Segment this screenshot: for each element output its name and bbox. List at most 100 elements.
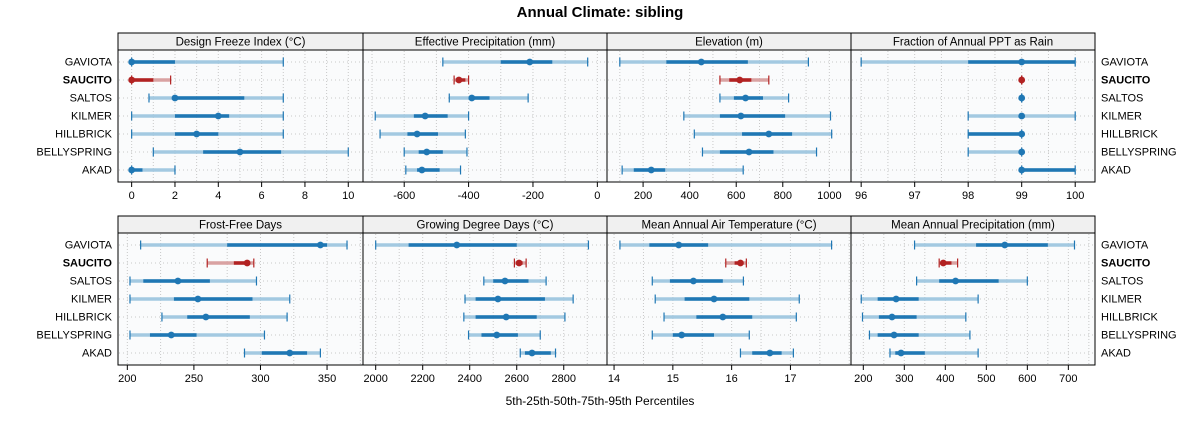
station-label-right-bellyspring: BELLYSPRING	[1101, 147, 1177, 159]
axis-tick-label: 1000	[817, 190, 841, 202]
station-label-left-bellyspring: BELLYSPRING	[36, 330, 112, 342]
percentile-bar	[868, 330, 971, 340]
gridlines	[131, 51, 349, 181]
station-label-left-saucito: SAUCITO	[63, 75, 113, 87]
median-dot	[710, 295, 718, 303]
median-dot	[736, 76, 744, 84]
percentile-bar	[967, 147, 1026, 157]
axis-tick-label: 400	[680, 190, 698, 202]
station-label-left-akad: AKAD	[82, 348, 112, 360]
axis-tick-label: 400	[936, 373, 954, 385]
percentile-bar	[619, 57, 809, 67]
axis-tick-label: 2800	[552, 373, 576, 385]
percentile-bar	[651, 330, 750, 340]
panel-growing-degree-days-c: Growing Degree Days (°C) 2000 2200 2400 2600…	[362, 215, 608, 385]
x-axis: 200 300 400 500 600 700	[854, 365, 1078, 385]
percentile-bar	[403, 147, 468, 157]
percentile-bar	[243, 348, 321, 358]
median-dot	[501, 277, 509, 285]
gridlines	[619, 51, 830, 181]
station-label-left-kilmer: KILMER	[71, 111, 112, 123]
median-dot	[316, 241, 324, 249]
percentile-bar	[463, 312, 566, 322]
percentile-bar	[693, 129, 833, 139]
figure-title: Annual Climate: sibling	[516, 4, 684, 21]
median-dot	[890, 331, 898, 339]
axis-tick-label: 250	[185, 373, 203, 385]
median-dot	[765, 130, 773, 138]
median-dot	[453, 241, 461, 249]
median-dot	[494, 295, 502, 303]
median-dot	[423, 148, 431, 156]
axis-tick-label: 300	[895, 373, 913, 385]
axis-tick-label: 500	[977, 373, 995, 385]
panel-header-label: Mean Annual Precipitation (mm)	[891, 220, 1055, 232]
percentile-bar	[161, 312, 288, 322]
percentile-bar	[129, 294, 291, 304]
median-dot	[737, 259, 744, 267]
median-dot	[413, 130, 421, 138]
axis-tick-label: 99	[1016, 190, 1028, 202]
axis-tick-label: 96	[855, 190, 867, 202]
percentile-bar	[889, 348, 979, 358]
median-dot	[1018, 58, 1026, 66]
median-dot	[515, 259, 523, 267]
percentile-bar	[651, 276, 745, 286]
percentile-bar	[719, 93, 790, 103]
station-label-left-saltos: SALTOS	[70, 276, 112, 288]
station-label-right-bellyspring: BELLYSPRING	[1101, 330, 1177, 342]
median-dot	[766, 349, 774, 357]
median-dot	[892, 295, 900, 303]
panel-fraction-of-annual-ppt-as-rain: Fraction of Annual PPT as Rain 96 97 98 99 10…	[850, 32, 1096, 202]
median-dot	[286, 349, 294, 357]
station-label-right-akad: AKAD	[1101, 165, 1131, 177]
median-dot	[493, 331, 501, 339]
median-dot	[1018, 166, 1026, 174]
gridlines	[862, 234, 1090, 364]
panel-elevation-m: Elevation (m) 200 400 600 800 1000	[606, 32, 852, 202]
percentile-bar	[128, 75, 172, 85]
x-axis: 2000 2200 2400 2600 2800	[363, 365, 576, 385]
percentile-bar	[448, 93, 529, 103]
gridlines	[375, 234, 588, 364]
median-dot	[1018, 148, 1026, 156]
x-axis: 200 250 300 350	[118, 365, 336, 385]
median-dot	[194, 295, 202, 303]
station-label-right-saucito: SAUCITO	[1101, 75, 1151, 87]
axis-tick-label: 2	[172, 190, 178, 202]
station-label-left-saltos: SALTOS	[70, 93, 112, 105]
station-label-right-hillbrick: HILLBRICK	[1101, 312, 1159, 324]
station-label-right-saltos: SALTOS	[1101, 93, 1143, 105]
median-dot	[128, 58, 136, 66]
percentile-bar	[913, 240, 1076, 250]
percentile-bar	[719, 75, 770, 85]
percentile-bar	[725, 258, 747, 268]
percentile-bar	[128, 57, 284, 67]
axis-tick-label: 0	[594, 190, 600, 202]
panel-mean-annual-air-temperature-c: Mean Annual Air Temperature (°C) 14 15 16 17	[606, 215, 852, 385]
axis-tick-label: 300	[251, 373, 269, 385]
panel-design-freeze-index-c: Design Freeze Index (°C) 0 2 4 6 8 10	[117, 32, 364, 202]
axis-tick-label: 200	[634, 190, 652, 202]
axis-tick-label: 350	[318, 373, 336, 385]
median-dot	[174, 277, 182, 285]
percentile-bar	[860, 294, 979, 304]
station-label-left-hillbrick: HILLBRICK	[55, 312, 113, 324]
percentile-bar	[131, 111, 284, 121]
axis-tick-label: 14	[608, 373, 620, 385]
percentile-bar	[621, 165, 744, 175]
x-axis: 0 2 4 6 8 10	[129, 182, 354, 202]
station-label-left-gaviota: GAVIOTA	[65, 240, 113, 252]
axis-tick-label: 6	[259, 190, 265, 202]
median-dot	[1018, 76, 1026, 84]
median-dot	[690, 277, 697, 285]
percentile-bar	[663, 312, 797, 322]
percentile-bar	[131, 129, 284, 139]
median-dot	[418, 166, 426, 174]
axis-tick-label: 17	[784, 373, 796, 385]
axis-tick-label: 700	[1059, 373, 1077, 385]
panel-header-label: Elevation (m)	[695, 37, 763, 49]
median-dot	[939, 259, 947, 267]
median-dot	[952, 277, 959, 285]
